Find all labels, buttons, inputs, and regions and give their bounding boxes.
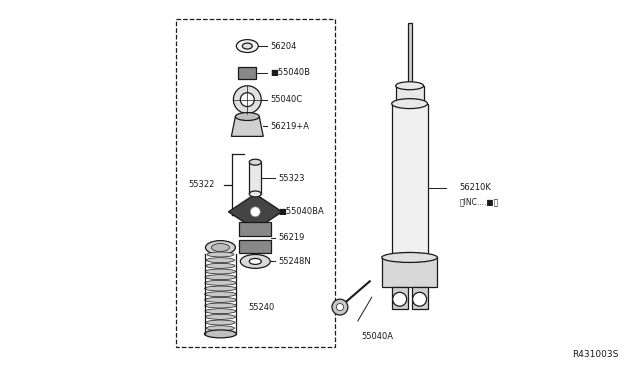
Text: 56219+A: 56219+A bbox=[270, 122, 309, 131]
Ellipse shape bbox=[236, 113, 259, 121]
Ellipse shape bbox=[205, 330, 236, 338]
Bar bbox=[396, 86, 424, 104]
Bar bbox=[408, 23, 412, 86]
Ellipse shape bbox=[396, 100, 424, 108]
Ellipse shape bbox=[207, 331, 234, 336]
Ellipse shape bbox=[207, 252, 234, 257]
Bar bbox=[239, 240, 271, 253]
Circle shape bbox=[241, 93, 254, 107]
Bar bbox=[250, 162, 261, 194]
Text: 55248N: 55248N bbox=[278, 257, 311, 266]
Ellipse shape bbox=[205, 241, 236, 254]
Text: ■55040B: ■55040B bbox=[270, 68, 310, 77]
Ellipse shape bbox=[236, 39, 259, 52]
Ellipse shape bbox=[250, 159, 261, 165]
Text: 55040C: 55040C bbox=[270, 95, 302, 104]
Bar bbox=[392, 287, 408, 309]
Bar bbox=[412, 287, 428, 309]
Ellipse shape bbox=[205, 280, 236, 285]
Ellipse shape bbox=[205, 286, 236, 291]
Bar bbox=[238, 67, 256, 79]
Circle shape bbox=[332, 299, 348, 315]
Text: 56204: 56204 bbox=[270, 42, 296, 51]
Circle shape bbox=[234, 86, 261, 113]
Ellipse shape bbox=[250, 191, 261, 197]
Ellipse shape bbox=[396, 82, 424, 90]
Text: ■55040BA: ■55040BA bbox=[278, 207, 324, 216]
Bar bbox=[175, 19, 335, 347]
Bar bbox=[381, 257, 438, 287]
Circle shape bbox=[393, 292, 406, 306]
Ellipse shape bbox=[241, 254, 270, 268]
Text: R431003S: R431003S bbox=[572, 350, 619, 359]
Ellipse shape bbox=[205, 275, 236, 280]
Text: 55323: 55323 bbox=[278, 174, 305, 183]
Text: 56219: 56219 bbox=[278, 233, 305, 242]
Ellipse shape bbox=[392, 99, 428, 109]
Ellipse shape bbox=[206, 326, 234, 331]
Bar bbox=[392, 104, 428, 257]
Bar bbox=[239, 222, 271, 235]
Ellipse shape bbox=[206, 320, 235, 325]
Ellipse shape bbox=[205, 303, 236, 308]
Polygon shape bbox=[232, 116, 263, 137]
Ellipse shape bbox=[205, 292, 236, 296]
Ellipse shape bbox=[205, 314, 236, 319]
Ellipse shape bbox=[211, 244, 229, 251]
Ellipse shape bbox=[250, 259, 261, 264]
Text: 55040A: 55040A bbox=[362, 332, 394, 341]
Ellipse shape bbox=[205, 297, 236, 302]
Text: 55240: 55240 bbox=[248, 302, 275, 312]
Circle shape bbox=[413, 292, 426, 306]
Circle shape bbox=[337, 304, 344, 311]
Ellipse shape bbox=[243, 43, 252, 49]
Ellipse shape bbox=[205, 269, 236, 274]
Text: 55322: 55322 bbox=[189, 180, 215, 189]
Ellipse shape bbox=[206, 263, 235, 268]
Text: 56210K: 56210K bbox=[460, 183, 492, 192]
Text: （INC....■）: （INC....■） bbox=[460, 198, 499, 206]
Polygon shape bbox=[228, 194, 282, 230]
Ellipse shape bbox=[392, 253, 428, 262]
Ellipse shape bbox=[205, 309, 236, 314]
Ellipse shape bbox=[381, 253, 438, 262]
Ellipse shape bbox=[206, 258, 234, 263]
Circle shape bbox=[250, 207, 260, 217]
